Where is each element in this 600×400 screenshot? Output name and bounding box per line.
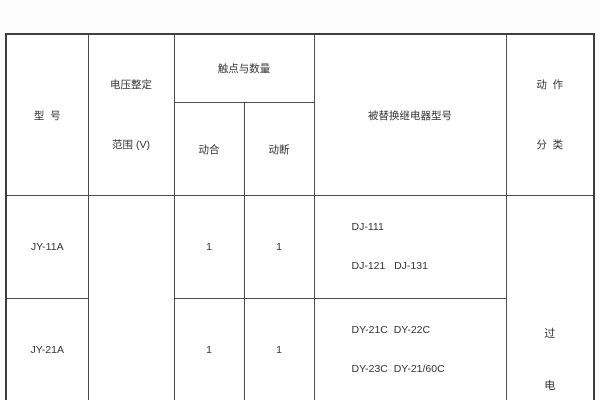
table-row: JY-21A 1 1 DY-21C DY-22C DY-23C DY-21/60… xyxy=(5,298,594,400)
model-cell: JY-11A xyxy=(5,195,89,299)
header-voltage-line1: 电压整定 xyxy=(110,79,152,91)
action-class-overvoltage: 过 电 压 xyxy=(505,195,595,400)
overvoltage-char-2: 电 xyxy=(544,380,556,392)
contact-no-cell: 1 xyxy=(173,195,245,299)
model-cell: JY-21A xyxy=(5,298,89,400)
table-row: JY-11A 1~240V 或 40~440V 1 1 DJ-111 DJ-12… xyxy=(5,195,595,400)
header-voltage-range: 电压整定 范围 (V) xyxy=(87,33,175,196)
contact-no-cell: 1 xyxy=(173,298,245,400)
header-action-class: 动 作 分 类 xyxy=(505,33,595,196)
header-replaced-relay: 被替换继电器型号 xyxy=(313,33,507,196)
relay-line2: DY-23C DY-21/60C xyxy=(351,363,445,375)
header-voltage-line2: 范围 (V) xyxy=(112,139,150,151)
header-model: 型 号 xyxy=(5,33,89,196)
contact-nc-cell: 1 xyxy=(243,298,315,400)
voltage-range-cell: 1~240V 或 40~440V xyxy=(87,195,175,400)
replaced-relay-cell: DY-21C DY-22C DY-23C DY-21/60C xyxy=(313,298,507,400)
header-action-line2: 分 类 xyxy=(536,139,564,151)
header-contact-no: 动合 xyxy=(173,102,245,196)
header-contact-nc: 动断 xyxy=(243,102,315,196)
header-action-line1: 动 作 xyxy=(536,79,564,91)
relay-line1: DJ-111 xyxy=(351,221,384,233)
replaced-relay-cell: DJ-111 DJ-121 DJ-131 xyxy=(313,195,507,299)
contact-nc-cell: 1 xyxy=(243,195,315,299)
relay-line2: DJ-121 DJ-131 xyxy=(351,260,428,272)
overvoltage-char-1: 过 xyxy=(544,328,556,340)
relay-spec-table: 型 号 电压整定 范围 (V) 触点与数量 被替换继电器型号 动 作 分 类 动… xyxy=(5,33,595,400)
relay-line1: DY-21C DY-22C xyxy=(351,324,431,336)
header-contacts: 触点与数量 xyxy=(173,33,315,104)
